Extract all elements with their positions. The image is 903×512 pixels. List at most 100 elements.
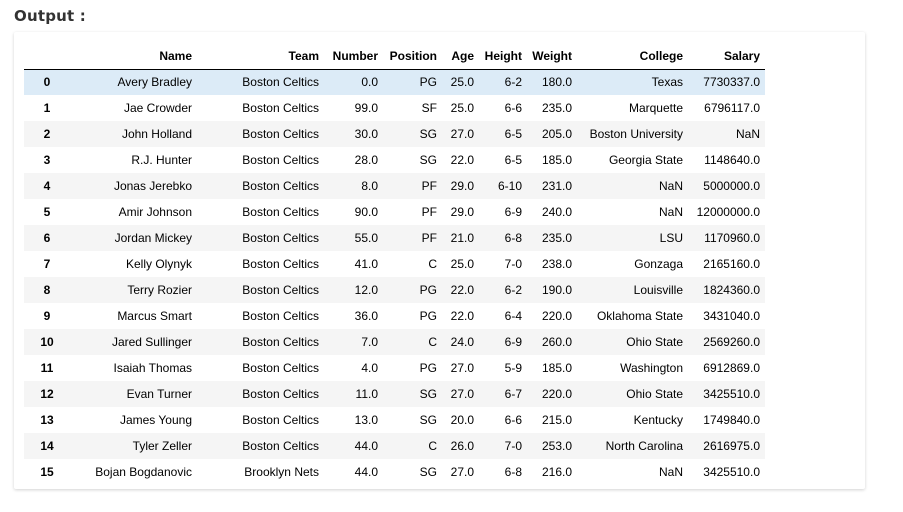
table-row: 3 R.J. Hunter Boston Celtics 28.0 SG 22.0 6-5 1… [24,147,765,173]
row-index: 5 [43,205,51,219]
cell-name: Avery Bradley [117,75,192,90]
cell-height: 6-2 [504,75,522,90]
cell-age: 22.0 [450,309,474,323]
table-header: Name Team Number Position Age Height Wei… [24,43,765,70]
cell-name: Evan Turner [126,387,192,401]
cell-weight: 215.0 [541,413,572,427]
cell-salary: 2616975.0 [703,439,760,453]
row-index: 12 [40,387,54,401]
cell-weight: 220.0 [541,309,572,323]
cell-number: 13.0 [354,413,378,427]
cell-age: 27.0 [450,387,474,401]
cell-team: Boston Celtics [242,101,319,115]
cell-team: Boston Celtics [242,361,319,375]
cell-weight: 205.0 [541,127,572,141]
cell-college: Gonzaga [634,257,683,271]
cell-position: PF [421,179,437,193]
cell-college: Louisville [633,283,683,297]
row-index: 3 [43,153,51,167]
row-index: 0 [43,75,51,90]
cell-number: 44.0 [354,465,378,479]
column-header-name: Name [70,43,197,70]
cell-position: PF [421,205,437,219]
cell-weight: 180.0 [541,75,572,90]
cell-position: SG [419,465,437,479]
cell-number: 28.0 [354,153,378,167]
cell-team: Boston Celtics [242,153,319,167]
cell-position: PG [419,75,437,90]
cell-salary: 6796117.0 [704,101,760,115]
cell-salary: 1749840.0 [703,413,760,427]
cell-height: 6-9 [504,205,522,219]
cell-college: NaN [658,179,683,193]
cell-weight: 235.0 [541,101,572,115]
cell-salary: 12000000.0 [696,205,760,219]
cell-age: 27.0 [450,361,474,375]
cell-salary: 3425510.0 [703,465,760,479]
cell-salary: 1824360.0 [703,283,760,297]
cell-age: 24.0 [450,335,474,349]
row-index: 2 [43,127,51,141]
column-header-weight: Weight [527,43,577,70]
cell-age: 25.0 [450,101,474,115]
cell-name: Jonas Jerebko [113,179,192,193]
cell-team: Boston Celtics [242,127,319,141]
cell-college: NaN [658,465,683,479]
output-label: Output : [14,7,87,25]
cell-position: PG [419,361,437,375]
cell-age: 20.0 [450,413,474,427]
cell-number: 41.0 [354,257,378,271]
row-index: 8 [43,283,51,297]
cell-position: SG [419,413,437,427]
cell-name: John Holland [121,127,192,141]
table-body: 0 Avery Bradley Boston Celtics 0.0 PG 25.0 6-2… [24,69,765,485]
column-header-age: Age [442,43,479,70]
cell-height: 6-5 [504,127,522,141]
cell-college: Washington [620,361,683,375]
row-index: 7 [43,257,51,271]
cell-weight: 240.0 [541,205,572,219]
cell-age: 27.0 [450,127,474,141]
cell-college: Marquette [628,101,683,115]
cell-number: 11.0 [355,387,378,401]
cell-name: Jae Crowder [123,101,192,115]
cell-team: Boston Celtics [242,257,319,271]
cell-height: 7-0 [504,257,522,271]
cell-height: 5-9 [504,361,522,375]
cell-position: C [428,257,437,271]
cell-height: 6-6 [504,413,522,427]
cell-name: Jared Sullinger [111,335,192,349]
cell-height: 6-9 [504,335,522,349]
cell-weight: 185.0 [541,153,572,167]
header-row: Name Team Number Position Age Height Wei… [24,43,765,70]
cell-salary: 1148640.0 [704,153,760,167]
cell-team: Boston Celtics [242,205,319,219]
cell-age: 29.0 [450,205,474,219]
cell-height: 6-5 [504,153,522,167]
cell-weight: 216.0 [541,465,572,479]
cell-age: 22.0 [450,153,474,167]
cell-salary: 3425510.0 [703,387,760,401]
cell-position: PG [419,309,437,323]
cell-age: 25.0 [450,75,474,90]
cell-number: 36.0 [354,309,378,323]
table-row: 13 James Young Boston Celtics 13.0 SG 20.0 6-6… [24,407,765,433]
cell-team: Boston Celtics [242,413,319,427]
cell-weight: 238.0 [541,257,572,271]
cell-height: 6-7 [504,387,522,401]
cell-height: 6-6 [504,101,522,115]
column-header-height: Height [479,43,527,70]
cell-team: Boston Celtics [242,75,319,90]
table-row: 7 Kelly Olynyk Boston Celtics 41.0 C 25.0 7-0 2… [24,251,765,277]
cell-position: C [428,439,437,453]
cell-number: 99.0 [354,101,378,115]
cell-position: SF [421,101,437,115]
cell-name: Terry Rozier [127,283,192,297]
row-index: 14 [40,439,54,453]
cell-college: Ohio State [626,335,683,349]
column-header-number: Number [324,43,383,70]
cell-number: 90.0 [354,205,378,219]
column-header-college: College [577,43,688,70]
table-row: 11 Isaiah Thomas Boston Celtics 4.0 PG 27.0 5-… [24,355,765,381]
table-row: 4 Jonas Jerebko Boston Celtics 8.0 PF 29.0 6-1… [24,173,765,199]
